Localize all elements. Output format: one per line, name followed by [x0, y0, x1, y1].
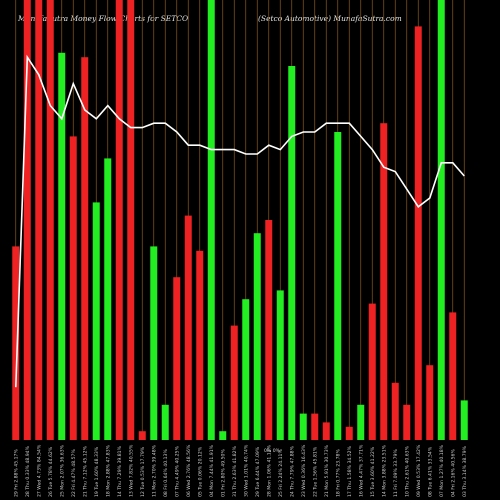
x-tick-label: 26 Tue 5.78% 44.62%	[48, 446, 54, 497]
x-tick-label: 08 Fri 0.64% 40.13%	[163, 449, 169, 497]
x-tick-label: 14 Thu 7.29% 39.81%	[117, 445, 123, 497]
x-tick-label: 22 Tue 1.56% 45.81%	[312, 446, 318, 497]
bar-up	[460, 400, 468, 440]
bar-down	[345, 426, 353, 440]
bar-up	[357, 404, 365, 440]
x-tick-label: 28 Thu 0.33% 48.94%	[25, 445, 31, 497]
x-tick-label: 28 Mon 1.06% 41.12%	[266, 444, 272, 497]
x-tick-label: 01 Fri 2.80% 49.50%	[220, 449, 226, 497]
bar-down	[35, 0, 43, 440]
x-tick-label: 22 Fri 4.47% 48.57%	[71, 449, 77, 497]
x-tick-label: 08 Tue 6.41% 33.54%	[427, 446, 433, 497]
bar-up	[207, 0, 215, 440]
x-tick-label: 30 Wed 1.01% 40.74%	[243, 444, 249, 497]
bars	[12, 0, 468, 441]
x-tick-label: 29 Fri 2.88% 45.17%	[13, 449, 19, 497]
x-tick-label: 29 Tue 6.44% 47.09%	[255, 446, 261, 497]
bar-up	[92, 202, 100, 440]
x-tick-label: 05 Tue 0.06% 20.12%	[197, 446, 203, 497]
bar-down	[12, 246, 20, 440]
x-tick-label: 18 Mon 2.88% 47.83%	[105, 444, 111, 497]
x-tick-label: 14 Mon 3.88% 23.51%	[381, 444, 387, 497]
bar-down	[81, 57, 89, 440]
bar-up	[104, 158, 112, 440]
x-tick-label: 03 Thu 3.14% 38.79%	[462, 445, 468, 497]
x-tick-label: 15 Tue 3.60% 41.22%	[370, 446, 376, 497]
bar-up	[276, 290, 284, 440]
chart-title-right: (Setco Automotive) MunafaSutra.com	[258, 14, 402, 23]
x-tick-label: 24 Thu 7.79% 47.88%	[289, 445, 295, 497]
bar-down	[368, 303, 376, 440]
x-tick-label: 21 Thu 7.12% 45.12%	[82, 445, 88, 497]
x-tick-label: 25 Mon 2.07% 36.63%	[59, 444, 65, 497]
bar-down	[230, 325, 238, 440]
bar-down	[391, 382, 399, 440]
x-tick-labels: 29 Fri 2.88% 45.17% 28 Thu 0.33% 48.94% 27…	[13, 444, 468, 497]
x-tick-label: 19 Tue 1.60% 48.33%	[94, 446, 100, 497]
x-tick-label: 10 Thu 2.61% 40.63%	[404, 445, 410, 497]
x-tick-label: 07 Mon 1.27% 40.18%	[439, 444, 445, 497]
bar-up	[437, 0, 445, 440]
x-tick-label: 09 Wed 0.53% 17.42%	[416, 444, 422, 497]
bar-down	[196, 250, 204, 440]
x-tick-label: 17 Thu 1.58% 34.52%	[347, 445, 353, 497]
bar-up	[242, 299, 250, 440]
money-flow-line	[15, 54, 465, 388]
x-tick-label: 31 Thu 2.63% 41.82%	[232, 445, 238, 497]
x-tick-label: 23 Wed 0.36% 16.43%	[301, 444, 307, 497]
x-tick-label: 25 Fri 2.24% 24.11%	[278, 449, 284, 497]
chart-title: MunafaSutra Money Flow Charts for SETCO …	[0, 14, 500, 28]
bar-up	[288, 66, 296, 440]
x-tick-label: 04 Mon 7.44% 41.91%	[209, 444, 215, 497]
bar-up	[299, 413, 307, 440]
bar-down	[426, 365, 434, 440]
bar-down	[46, 0, 54, 440]
x-tick-label: 11 Fri 7.09% 33.79%	[393, 449, 399, 497]
bar-down	[414, 26, 422, 441]
x-tick-label: 16 Wed 4.47% 37.71%	[358, 444, 364, 497]
bar-up	[58, 52, 66, 441]
bar-down	[115, 0, 123, 440]
x-tick-label: 27 Wed 4.73% 84.54%	[36, 444, 42, 497]
x-tick-label: 21 Mon 5.91% 30.73%	[324, 444, 330, 497]
mid-label: 0% 0%	[264, 448, 281, 454]
bar-up	[150, 246, 158, 440]
bar-down	[449, 312, 457, 440]
bar-down	[265, 220, 273, 440]
bar-down	[380, 123, 388, 440]
x-tick-label: 11 Mon 2.70% 39.48%	[151, 444, 157, 497]
bar-down	[311, 413, 319, 440]
bar-down	[173, 277, 181, 440]
bar-down	[184, 215, 192, 440]
bar-up	[219, 431, 227, 440]
chart-title-left: MunafaSutra Money Flow Charts for SETCO	[18, 14, 189, 23]
bar-down	[69, 136, 77, 440]
x-tick-label: 13 Wed 7.82% 40.55%	[128, 444, 134, 497]
bar-down	[138, 431, 146, 440]
x-tick-label: 06 Wed 2.76% 48.56%	[186, 444, 192, 497]
bar-down	[322, 422, 330, 440]
bar-down	[23, 0, 31, 440]
x-tick-label: 07 Thu 4.49% 40.25%	[174, 445, 180, 497]
bar-up	[334, 132, 342, 440]
x-tick-label: 18 Fri 0.77% 23.78%	[335, 449, 341, 497]
x-tick-label: 12 Tue 0.53% 17.79%	[140, 446, 146, 497]
bar-up	[253, 233, 261, 440]
bar-down	[127, 0, 135, 440]
bar-up	[161, 404, 169, 440]
x-tick-label: 04 Fri 2.16% 40.56%	[450, 449, 456, 497]
bar-down	[403, 404, 411, 440]
